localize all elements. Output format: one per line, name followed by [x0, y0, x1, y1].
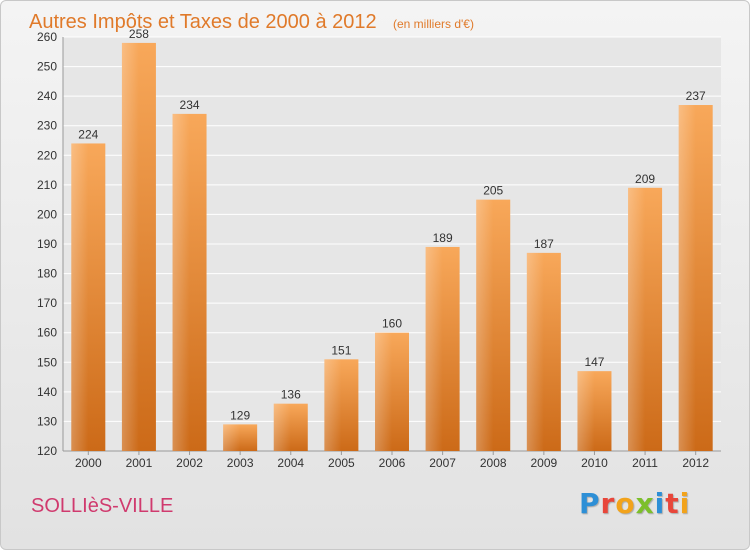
bar-highlight — [324, 359, 342, 451]
x-tick-label: 2000 — [75, 456, 102, 470]
value-label: 187 — [534, 237, 554, 251]
bar-highlight — [577, 371, 595, 451]
x-tick-label: 2007 — [429, 456, 456, 470]
proxiti-logo[interactable]: Proxiti — [579, 487, 690, 520]
value-label: 147 — [584, 355, 604, 369]
value-label: 151 — [331, 343, 351, 357]
x-tick-label: 2004 — [277, 456, 304, 470]
value-label: 136 — [281, 388, 301, 402]
x-tick-label: 2008 — [480, 456, 507, 470]
bar-2012 — [678, 105, 713, 451]
bar-highlight — [223, 424, 241, 451]
y-tick-label: 130 — [37, 414, 57, 428]
logo-letter: o — [615, 487, 636, 520]
y-tick-label: 200 — [37, 207, 57, 221]
bar-highlight — [628, 187, 646, 452]
value-label: 209 — [635, 172, 655, 186]
chart-title: Autres Impôts et Taxes de 2000 à 2012 — [29, 11, 377, 33]
value-label: 160 — [382, 317, 402, 331]
value-label: 234 — [180, 98, 200, 112]
bar-2004 — [273, 403, 308, 451]
value-label: 224 — [78, 127, 98, 141]
logo-letter: r — [600, 487, 616, 520]
value-label: 205 — [483, 184, 503, 198]
bar-2000 — [71, 143, 106, 451]
x-tick-label: 2002 — [176, 456, 203, 470]
value-label: 237 — [686, 89, 706, 103]
y-tick-label: 250 — [37, 60, 57, 74]
y-tick-label: 230 — [37, 119, 57, 133]
chart-subtitle: (en milliers d'€) — [393, 17, 474, 31]
bar-2007 — [425, 246, 460, 451]
x-tick-label: 2010 — [581, 456, 608, 470]
bar-highlight — [273, 403, 291, 451]
logo-letter: x — [635, 487, 655, 520]
logo-letter: t — [665, 487, 680, 520]
bar-highlight — [71, 143, 89, 451]
logo-letter: i — [679, 487, 691, 520]
bar-2002 — [172, 113, 207, 451]
bar-highlight — [375, 332, 392, 451]
y-tick-label: 160 — [37, 326, 57, 340]
y-tick-label: 120 — [37, 444, 57, 458]
bar-highlight — [476, 199, 494, 451]
y-tick-label: 150 — [37, 355, 57, 369]
x-tick-label: 2001 — [126, 456, 153, 470]
x-tick-label: 2006 — [379, 456, 406, 470]
x-tick-label: 2011 — [632, 456, 658, 470]
value-label: 189 — [433, 231, 453, 245]
bar-highlight — [425, 246, 443, 451]
y-tick-label: 220 — [37, 148, 57, 162]
bar-2001 — [121, 42, 156, 452]
y-tick-label: 180 — [37, 267, 57, 281]
y-tick-label: 170 — [37, 296, 57, 310]
x-tick-label: 2003 — [227, 456, 254, 470]
bar-highlight — [526, 252, 544, 451]
y-tick-label: 260 — [37, 30, 57, 44]
bar-highlight — [172, 113, 190, 451]
bar-highlight — [678, 105, 696, 451]
bar-2010 — [577, 371, 612, 451]
bar-2003 — [223, 424, 258, 451]
x-tick-label: 2012 — [682, 456, 709, 470]
x-tick-label: 2009 — [530, 456, 557, 470]
y-tick-label: 140 — [37, 385, 57, 399]
commune-name: SOLLIèS-VILLE — [31, 495, 174, 517]
y-tick-label: 190 — [37, 237, 57, 251]
bar-2009 — [526, 252, 561, 451]
logo-letter: P — [579, 487, 601, 520]
logo-letter: i — [654, 487, 666, 520]
y-tick-label: 240 — [37, 89, 57, 103]
bar-2008 — [476, 199, 511, 451]
bar-highlight — [121, 42, 139, 452]
bar-2011 — [628, 187, 663, 452]
x-tick-label: 2005 — [328, 456, 355, 470]
value-label: 129 — [230, 408, 250, 422]
bar-2006 — [375, 332, 409, 451]
bars: 224 258 234 129 136 151 160 189 205 187 147 209 237 — [71, 27, 713, 452]
bar-2005 — [324, 359, 359, 451]
y-tick-label: 210 — [37, 178, 57, 192]
value-label: 258 — [129, 27, 149, 41]
